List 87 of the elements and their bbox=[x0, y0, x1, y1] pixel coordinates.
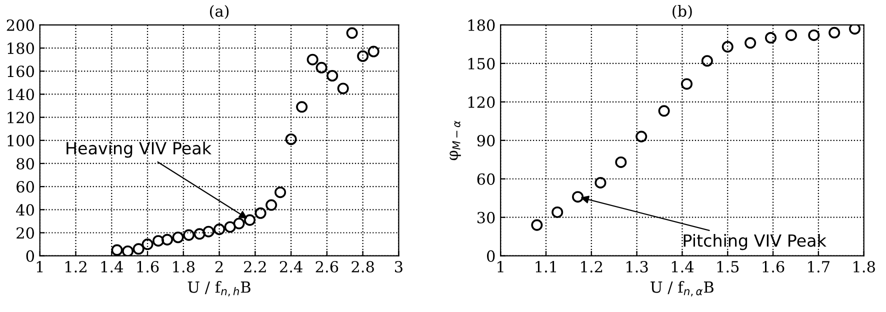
point bbox=[368, 46, 380, 58]
chart-title: (b) bbox=[672, 5, 692, 20]
chart-title: (a) bbox=[210, 5, 229, 20]
point bbox=[152, 235, 164, 247]
x-tick-label: 1.6 bbox=[137, 260, 159, 273]
x-tick-label: 1.8 bbox=[173, 260, 195, 273]
point bbox=[132, 243, 144, 255]
x-axis-title: U / f$_{n,h}$B bbox=[188, 281, 250, 296]
point bbox=[316, 62, 328, 74]
point bbox=[122, 245, 134, 256]
x-tick-label: 1.2 bbox=[581, 260, 602, 273]
y-tick-label: 140 bbox=[8, 88, 34, 100]
y-tick-label: 60 bbox=[477, 173, 495, 185]
point bbox=[233, 218, 245, 230]
y-tick-label: 120 bbox=[468, 96, 495, 108]
point bbox=[615, 156, 627, 168]
point bbox=[765, 32, 777, 44]
point bbox=[214, 224, 226, 236]
x-tick-label: 2.4 bbox=[280, 260, 302, 273]
point bbox=[680, 78, 693, 90]
point bbox=[572, 191, 584, 203]
point bbox=[722, 41, 734, 53]
y-axis-title: φ$_{M−α}$ bbox=[450, 120, 461, 160]
x-tick-label: 1.6 bbox=[762, 260, 784, 273]
point bbox=[808, 29, 820, 41]
y-tick-label: 60 bbox=[16, 181, 34, 193]
y-tick-label: 20 bbox=[16, 227, 34, 239]
annotation: Heaving VIV Peak bbox=[66, 142, 212, 158]
point bbox=[111, 244, 123, 256]
point bbox=[142, 238, 154, 250]
x-tick-label: 2 bbox=[215, 260, 223, 272]
point bbox=[828, 26, 840, 38]
point bbox=[194, 228, 206, 240]
annotation: Pitching VIV Peak bbox=[684, 234, 826, 250]
x-tick-label: 2.8 bbox=[352, 260, 374, 273]
point bbox=[274, 186, 286, 198]
point bbox=[161, 234, 174, 246]
y-tick-label: 160 bbox=[8, 66, 34, 78]
point bbox=[306, 54, 318, 66]
point bbox=[172, 232, 184, 244]
point bbox=[531, 219, 543, 231]
x-tick-label: 1.7 bbox=[808, 260, 830, 273]
x-tick-label: 1.4 bbox=[672, 260, 694, 273]
x-tick-label: 1 bbox=[36, 260, 43, 272]
y-tick-label: 100 bbox=[8, 134, 34, 146]
x-tick-label: 1.1 bbox=[536, 260, 556, 273]
point bbox=[224, 221, 236, 233]
point bbox=[744, 37, 756, 49]
point bbox=[636, 130, 648, 142]
y-tick-label: 180 bbox=[8, 42, 34, 54]
y-tick-label: 150 bbox=[468, 58, 495, 70]
x-tick-label: 1.4 bbox=[101, 260, 124, 273]
y-tick-label: 200 bbox=[6, 19, 34, 31]
point bbox=[346, 27, 358, 39]
point bbox=[202, 226, 214, 238]
point bbox=[337, 82, 349, 94]
point bbox=[552, 206, 564, 218]
y-tick-label: 30 bbox=[477, 212, 495, 224]
x-tick-label: 3 bbox=[395, 260, 402, 273]
y-tick-label: 120 bbox=[8, 112, 34, 124]
x-tick-label: 1.2 bbox=[65, 260, 86, 273]
x-tick-label: 2.6 bbox=[316, 260, 338, 273]
point bbox=[658, 105, 670, 117]
point bbox=[326, 70, 338, 82]
x-tick-label: 1 bbox=[498, 260, 504, 272]
y-tick-label: 0 bbox=[487, 250, 495, 262]
y-tick-label: 90 bbox=[477, 134, 495, 146]
point bbox=[849, 24, 861, 35]
point bbox=[183, 229, 195, 241]
point bbox=[266, 199, 278, 211]
point bbox=[357, 50, 369, 62]
x-tick-label: 1.5 bbox=[717, 260, 739, 273]
point bbox=[594, 176, 606, 188]
point bbox=[285, 133, 297, 146]
y-tick-label: 40 bbox=[16, 204, 34, 216]
x-axis-title: U / f$_{n,α}$B bbox=[650, 281, 714, 296]
point bbox=[296, 101, 308, 113]
y-tick-label: 80 bbox=[16, 158, 34, 170]
y-tick-label: 0 bbox=[26, 250, 34, 262]
x-tick-label: 1.3 bbox=[626, 260, 648, 273]
point bbox=[254, 207, 266, 219]
y-tick-label: 180 bbox=[468, 19, 495, 31]
point bbox=[244, 214, 256, 226]
x-tick-label: 1.8 bbox=[854, 260, 875, 273]
x-tick-label: 2.2 bbox=[244, 260, 266, 273]
point bbox=[785, 29, 797, 41]
point bbox=[701, 55, 713, 67]
